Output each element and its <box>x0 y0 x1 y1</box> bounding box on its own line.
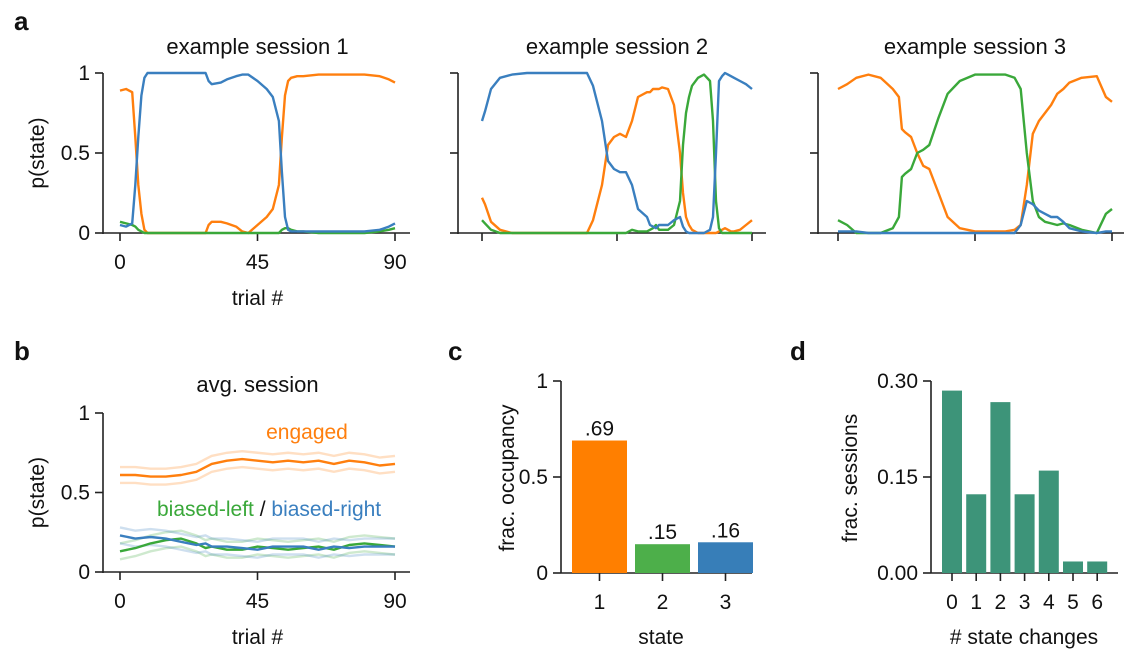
session1-y-tick-label: 1 <box>78 62 90 85</box>
changes-y-tick-label: 0.15 <box>877 466 918 489</box>
avg-y-tick-label: 0.5 <box>61 482 90 505</box>
changes-bar-4 <box>1038 470 1059 573</box>
avg-y-axis-label: p(state) <box>26 457 49 528</box>
avg-biased_right-upper-band <box>119 526 395 544</box>
panel-letter-c: c <box>448 336 462 366</box>
occupancy-y-axis-label: frac. occupancy <box>496 404 519 552</box>
session2-title: example session 2 <box>526 34 708 59</box>
avg-engaged-lower-band <box>120 465 396 486</box>
occupancy-y-tick-label: 1 <box>536 370 548 393</box>
avg-biased_right-lower-band <box>119 542 395 559</box>
changes-bar-0 <box>942 390 962 573</box>
avg-engaged-upper-band <box>120 449 396 470</box>
session1-x-tick-label: 90 <box>383 251 406 274</box>
session1-x-axis-label: trial # <box>232 287 284 310</box>
state-changes-chart: 0.00 0.15 0.30 0 1 2 3 4 5 6 # state changes frac. … <box>839 370 1118 649</box>
occupancy-x-tick-label: 2 <box>657 591 669 614</box>
avg-y-tick-label: 1 <box>78 402 90 425</box>
session3-title: example session 3 <box>884 34 1066 59</box>
changes-bar-1 <box>966 494 987 573</box>
engaged-annotation: engaged <box>266 421 348 444</box>
changes-x-tick-label: 1 <box>970 591 982 614</box>
occupancy-bar-label-3: .16 <box>711 519 740 542</box>
changes-y-tick-label: 0.00 <box>877 562 918 585</box>
biased-right-annotation: biased-right <box>271 498 381 521</box>
session3-biased_right-line <box>838 199 1112 235</box>
changes-x-tick-label: 2 <box>995 591 1007 614</box>
occupancy-x-tick-label: 3 <box>720 591 732 614</box>
session1-biased_right-line <box>119 71 396 233</box>
avg-session-chart: 0 0.5 1 0 45 90 trial # p(state) avg. session eng… <box>26 372 410 649</box>
occupancy-y-tick-label: 0 <box>536 562 548 585</box>
avg-biased_left-lower-band <box>119 545 396 561</box>
bias-annotation: biased-left / biased-right <box>157 498 381 521</box>
occupancy-chart: 0 0.5 1 .69 1 .15 2 .16 3 state frac. occupancy <box>496 370 753 649</box>
avg-engaged-line <box>120 457 396 478</box>
changes-y-axis-label: frac. sessions <box>839 414 862 542</box>
panel-letter-b: b <box>14 336 30 366</box>
session2-biased_left-line <box>481 73 752 235</box>
session1-title: example session 1 <box>166 34 348 59</box>
avg-x-axis-label: trial # <box>232 626 284 649</box>
annotation-separator: / <box>254 498 272 521</box>
session2-biased_right-line <box>480 71 753 235</box>
occupancy-bar-2 <box>635 544 690 573</box>
changes-x-tick-label: 0 <box>946 591 958 614</box>
occupancy-bar-1 <box>572 440 627 573</box>
occupancy-bar-label-2: .15 <box>648 521 677 544</box>
avg-y-tick-label: 0 <box>78 561 90 584</box>
session1-y-tick-label: 0 <box>78 222 90 245</box>
occupancy-bar-3 <box>698 542 753 573</box>
changes-bar-3 <box>1014 494 1035 573</box>
session1-y-axis-label: p(state) <box>26 117 49 188</box>
session1-y-tick-label: 0.5 <box>61 142 90 165</box>
session2-chart: example session 2 <box>450 34 766 241</box>
changes-bar-5 <box>1063 561 1083 573</box>
occupancy-y-tick-label: 0.5 <box>519 466 548 489</box>
session1-biased_left-line <box>119 220 396 235</box>
avg-title: avg. session <box>196 372 318 397</box>
avg-biased_right-line <box>119 534 395 551</box>
avg-x-tick-label: 90 <box>383 590 406 613</box>
changes-bar-6 <box>1087 561 1108 573</box>
panel-letter-a: a <box>14 6 29 36</box>
session3-biased_left-line <box>837 73 1113 235</box>
changes-x-tick-label: 6 <box>1091 591 1103 614</box>
changes-y-tick-label: 0.30 <box>877 370 918 393</box>
avg-x-tick-label: 45 <box>246 590 269 613</box>
session1-chart: 0 0.5 1 0 45 90 trial # p(state) example session… <box>26 34 410 310</box>
occupancy-x-axis-label: state <box>638 626 684 649</box>
session3-chart: example session 3 <box>810 34 1124 241</box>
changes-x-tick-label: 4 <box>1043 591 1055 614</box>
occupancy-x-tick-label: 1 <box>594 591 606 614</box>
session1-engaged-line <box>119 73 396 235</box>
changes-x-axis-label: # state changes <box>950 626 1098 649</box>
occupancy-bar-label-1: .69 <box>585 418 614 441</box>
avg-biased_left-upper-band <box>119 529 396 545</box>
session1-x-tick-label: 45 <box>246 251 269 274</box>
biased-left-annotation: biased-left <box>157 498 254 521</box>
changes-x-tick-label: 5 <box>1067 591 1079 614</box>
changes-bar-2 <box>990 402 1011 573</box>
session1-x-tick-label: 0 <box>114 251 126 274</box>
panel-letter-d: d <box>790 336 806 366</box>
session3-engaged-line <box>837 73 1113 233</box>
avg-x-tick-label: 0 <box>114 590 126 613</box>
changes-x-tick-label: 3 <box>1019 591 1031 614</box>
